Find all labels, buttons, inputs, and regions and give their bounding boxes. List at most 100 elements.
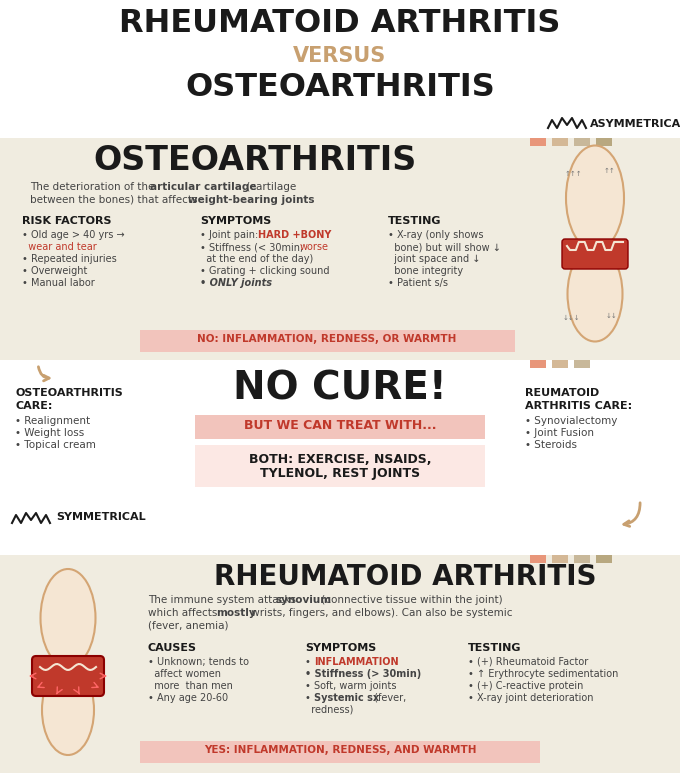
Ellipse shape	[41, 569, 95, 667]
Text: The deterioration of the: The deterioration of the	[30, 182, 158, 192]
Text: • Stiffness (< 30min;: • Stiffness (< 30min;	[200, 242, 307, 252]
FancyBboxPatch shape	[552, 360, 568, 368]
Text: (cartilage: (cartilage	[243, 182, 296, 192]
Text: • Stiffness (> 30min): • Stiffness (> 30min)	[305, 669, 421, 679]
Text: ↑↑↑: ↑↑↑	[564, 171, 582, 177]
Text: SYMPTOMS: SYMPTOMS	[305, 643, 376, 653]
Text: bone integrity: bone integrity	[388, 266, 463, 276]
Text: • X-ray joint deterioration: • X-ray joint deterioration	[468, 693, 594, 703]
Text: SYMMETRICAL: SYMMETRICAL	[56, 512, 146, 522]
Text: • (+) Rheumatoid Factor: • (+) Rheumatoid Factor	[468, 657, 588, 667]
FancyBboxPatch shape	[530, 555, 546, 563]
Text: affect women: affect women	[148, 669, 221, 679]
Text: CAUSES: CAUSES	[148, 643, 197, 653]
Text: Systemic sx: Systemic sx	[314, 693, 379, 703]
Text: • Any age 20-60: • Any age 20-60	[148, 693, 228, 703]
Text: •: •	[305, 693, 314, 703]
FancyBboxPatch shape	[574, 555, 590, 563]
Text: at the end of the day): at the end of the day)	[200, 254, 313, 264]
Text: TYLENOL, REST JOINTS: TYLENOL, REST JOINTS	[260, 467, 420, 480]
Text: more  than men: more than men	[148, 681, 233, 691]
Text: wrists, fingers, and elbows). Can also be systemic: wrists, fingers, and elbows). Can also b…	[248, 608, 513, 618]
Text: which affects: which affects	[148, 608, 220, 618]
Text: TESTING: TESTING	[468, 643, 522, 653]
Text: CARE:: CARE:	[15, 401, 52, 411]
Text: redness): redness)	[305, 705, 354, 715]
Ellipse shape	[566, 145, 624, 250]
FancyBboxPatch shape	[596, 138, 612, 146]
Text: • ONLY joints: • ONLY joints	[200, 278, 272, 288]
Text: The immune system attacks: The immune system attacks	[148, 595, 299, 605]
Text: OSTEOARTHRITIS: OSTEOARTHRITIS	[93, 144, 417, 177]
Text: • Synovialectomy: • Synovialectomy	[525, 416, 617, 426]
Text: OSTEOARTHRITIS: OSTEOARTHRITIS	[185, 72, 495, 103]
Text: •: •	[305, 657, 314, 667]
Text: • Weight loss: • Weight loss	[15, 428, 84, 438]
Ellipse shape	[42, 665, 94, 755]
Text: • Unknown; tends to: • Unknown; tends to	[148, 657, 249, 667]
Text: • (+) C-reactive protein: • (+) C-reactive protein	[468, 681, 583, 691]
Text: REUMATOID: REUMATOID	[525, 388, 599, 398]
Text: ↑↑: ↑↑	[603, 168, 615, 174]
FancyBboxPatch shape	[195, 445, 485, 487]
FancyBboxPatch shape	[574, 138, 590, 146]
Text: • X-ray (only shows: • X-ray (only shows	[388, 230, 483, 240]
FancyBboxPatch shape	[574, 360, 590, 368]
Text: synovium: synovium	[276, 595, 332, 605]
Text: VERSUS: VERSUS	[293, 46, 387, 66]
Text: SYMPTOMS: SYMPTOMS	[200, 216, 271, 226]
Text: (connective tissue within the joint): (connective tissue within the joint)	[318, 595, 503, 605]
Text: HARD +BONY: HARD +BONY	[258, 230, 331, 240]
Text: RISK FACTORS: RISK FACTORS	[22, 216, 112, 226]
Text: • Realignment: • Realignment	[15, 416, 90, 426]
Text: • Joint pain:: • Joint pain:	[200, 230, 261, 240]
Text: articular cartilage: articular cartilage	[150, 182, 256, 192]
Text: • Old age > 40 yrs →: • Old age > 40 yrs →	[22, 230, 124, 240]
FancyBboxPatch shape	[552, 138, 568, 146]
FancyBboxPatch shape	[140, 741, 540, 763]
Text: • Soft, warm joints: • Soft, warm joints	[305, 681, 396, 691]
Text: wear and tear: wear and tear	[22, 242, 97, 252]
Text: • Overweight: • Overweight	[22, 266, 87, 276]
Text: RHEUMATOID ARTHRITIS: RHEUMATOID ARTHRITIS	[214, 563, 596, 591]
Text: bone) but will show ↓: bone) but will show ↓	[388, 242, 501, 252]
Text: • Joint Fusion: • Joint Fusion	[525, 428, 594, 438]
Text: worse: worse	[300, 242, 329, 252]
FancyBboxPatch shape	[0, 0, 680, 138]
FancyBboxPatch shape	[530, 360, 546, 368]
Text: INFLAMMATION: INFLAMMATION	[314, 657, 398, 667]
Text: (fever,: (fever,	[371, 693, 406, 703]
Text: • ↑ Erythrocyte sedimentation: • ↑ Erythrocyte sedimentation	[468, 669, 618, 679]
Text: • Repeated injuries: • Repeated injuries	[22, 254, 117, 264]
FancyBboxPatch shape	[562, 239, 628, 269]
Text: • Steroids: • Steroids	[525, 440, 577, 450]
Text: RHEUMATOID ARTHRITIS: RHEUMATOID ARTHRITIS	[119, 8, 561, 39]
FancyBboxPatch shape	[195, 415, 485, 439]
Text: BOTH: EXERCISE, NSAIDS,: BOTH: EXERCISE, NSAIDS,	[249, 453, 431, 466]
Text: OSTEOARTHRITIS: OSTEOARTHRITIS	[15, 388, 123, 398]
FancyBboxPatch shape	[32, 656, 104, 696]
Text: weight-bearing joints: weight-bearing joints	[188, 195, 314, 205]
Text: mostly: mostly	[216, 608, 256, 618]
Text: TESTING: TESTING	[388, 216, 441, 226]
Text: • Topical cream: • Topical cream	[15, 440, 96, 450]
FancyBboxPatch shape	[596, 555, 612, 563]
FancyBboxPatch shape	[552, 555, 568, 563]
Text: between the bones) that affects: between the bones) that affects	[30, 195, 201, 205]
Ellipse shape	[568, 247, 622, 342]
Text: joint space and ↓: joint space and ↓	[388, 254, 480, 264]
Text: YES: INFLAMMATION, REDNESS, AND WARMTH: YES: INFLAMMATION, REDNESS, AND WARMTH	[204, 745, 476, 755]
Text: (fever, anemia): (fever, anemia)	[148, 621, 228, 631]
Text: ↓↓: ↓↓	[605, 313, 617, 319]
Text: ARTHRITIS CARE:: ARTHRITIS CARE:	[525, 401, 632, 411]
Text: ASYMMETRICAL: ASYMMETRICAL	[590, 119, 680, 129]
FancyBboxPatch shape	[530, 138, 546, 146]
FancyBboxPatch shape	[0, 555, 680, 773]
Text: • Grating + clicking sound: • Grating + clicking sound	[200, 266, 330, 276]
Text: NO CURE!: NO CURE!	[233, 370, 447, 408]
FancyBboxPatch shape	[140, 330, 515, 352]
FancyBboxPatch shape	[0, 138, 680, 360]
Text: NO: INFLAMMATION, REDNESS, OR WARMTH: NO: INFLAMMATION, REDNESS, OR WARMTH	[197, 334, 457, 344]
Text: BUT WE CAN TREAT WITH...: BUT WE CAN TREAT WITH...	[243, 419, 437, 432]
Text: • Patient s/s: • Patient s/s	[388, 278, 448, 288]
